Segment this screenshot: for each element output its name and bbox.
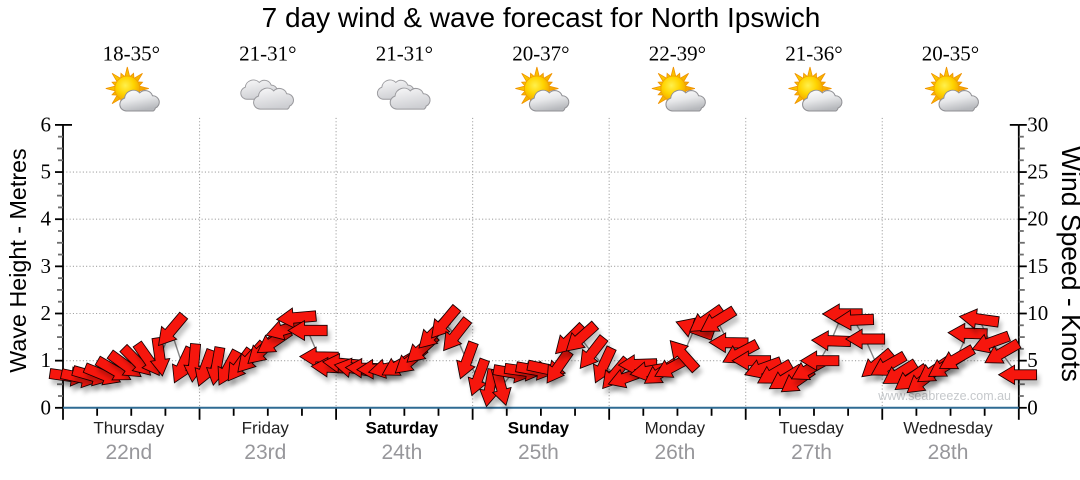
svg-text:6: 6 <box>41 112 52 136</box>
svg-text:5: 5 <box>1027 348 1038 372</box>
svg-text:25th: 25th <box>518 441 559 464</box>
svg-text:10: 10 <box>1027 301 1048 325</box>
svg-text:Tuesday: Tuesday <box>779 419 844 438</box>
svg-text:7 day wind & wave forecast for: 7 day wind & wave forecast for North Ips… <box>262 2 821 33</box>
svg-text:2: 2 <box>41 301 52 325</box>
svg-text:Wave Height - Metres: Wave Height - Metres <box>5 148 31 372</box>
svg-text:28th: 28th <box>928 441 969 464</box>
svg-text:Wind Speed - Knots: Wind Speed - Knots <box>1056 146 1080 382</box>
svg-text:21-31°: 21-31° <box>376 42 433 66</box>
svg-text:Monday: Monday <box>645 419 706 438</box>
svg-text:0: 0 <box>1027 395 1038 419</box>
svg-text:25: 25 <box>1027 160 1048 184</box>
svg-text:18-35°: 18-35° <box>103 42 160 66</box>
svg-text:20-37°: 20-37° <box>512 42 569 66</box>
svg-text:30: 30 <box>1027 112 1048 136</box>
svg-text:27th: 27th <box>791 441 832 464</box>
svg-text:Friday: Friday <box>242 419 290 438</box>
svg-text:Sunday: Sunday <box>508 419 570 438</box>
svg-text:3: 3 <box>41 254 52 278</box>
svg-text:21-36°: 21-36° <box>785 42 842 66</box>
svg-text:1: 1 <box>41 348 52 372</box>
svg-text:Saturday: Saturday <box>366 419 439 438</box>
svg-text:www.seabreeze.com.au: www.seabreeze.com.au <box>877 389 1011 403</box>
svg-text:Thursday: Thursday <box>93 419 164 438</box>
svg-text:Wednesday: Wednesday <box>903 419 993 438</box>
svg-text:22-39°: 22-39° <box>649 42 706 66</box>
svg-text:21-31°: 21-31° <box>239 42 296 66</box>
svg-text:22nd: 22nd <box>105 441 152 464</box>
svg-text:0: 0 <box>41 395 52 419</box>
svg-text:26th: 26th <box>654 441 695 464</box>
svg-text:5: 5 <box>41 160 52 184</box>
svg-text:20-35°: 20-35° <box>922 42 979 66</box>
svg-text:15: 15 <box>1027 254 1048 278</box>
svg-text:20: 20 <box>1027 207 1048 231</box>
svg-text:24th: 24th <box>381 441 422 464</box>
svg-text:23rd: 23rd <box>244 441 286 464</box>
svg-text:4: 4 <box>41 207 52 231</box>
